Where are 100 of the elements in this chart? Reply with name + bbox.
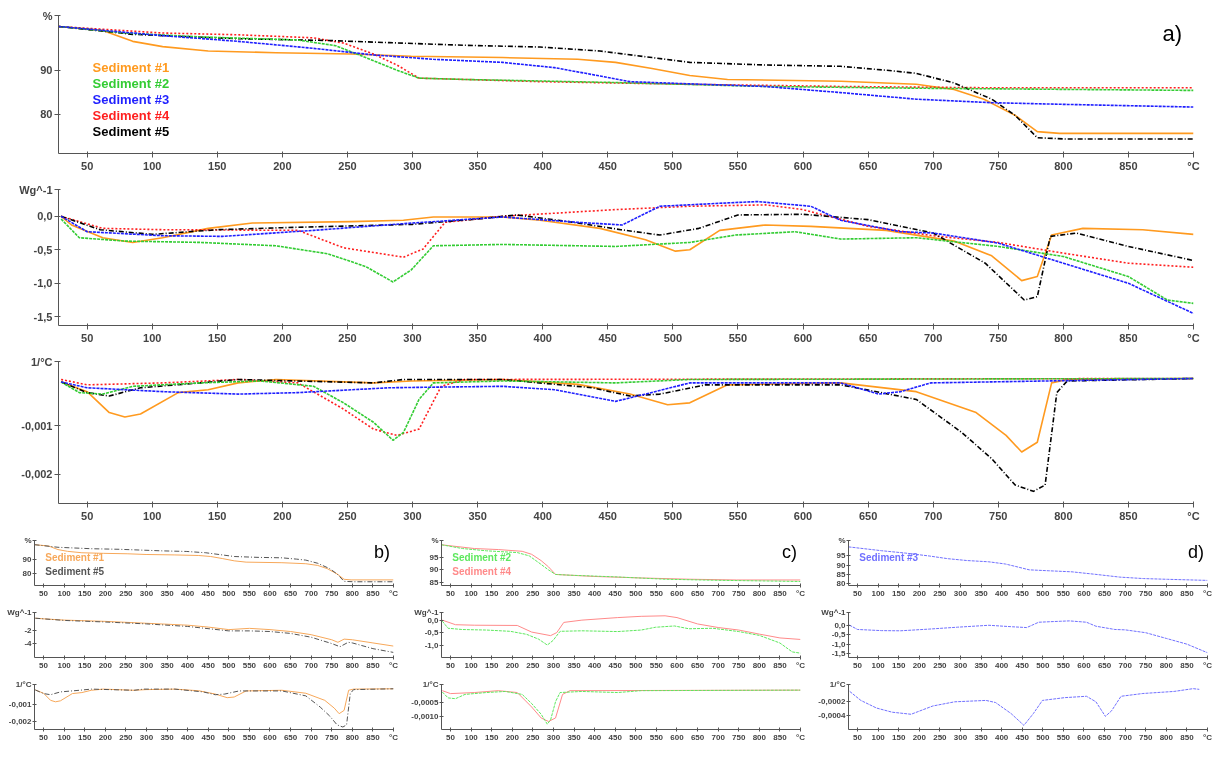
x-tick-label: 450 — [201, 588, 216, 598]
y-tick-label: -0,0004 — [818, 711, 847, 721]
x-tick-label: 150 — [208, 159, 227, 172]
x-tick-label: 150 — [892, 588, 906, 598]
x-tick-label: 850 — [1119, 159, 1138, 172]
x-tick-label: 850 — [1119, 331, 1138, 344]
x-tick-label: 150 — [485, 660, 499, 670]
x-axis-title: °C — [389, 660, 399, 670]
x-tick-label: 650 — [283, 588, 298, 598]
x-tick-label: 850 — [366, 660, 381, 670]
x-tick-label: 300 — [546, 732, 561, 742]
x-tick-label: 200 — [273, 509, 292, 522]
x-tick-label: 450 — [1015, 588, 1030, 598]
x-tick-label: 350 — [160, 588, 175, 598]
x-tick-label: 150 — [485, 732, 499, 742]
x-tick-label: 700 — [924, 159, 943, 172]
x-tick-label: 50 — [39, 588, 49, 598]
x-tick-label: 300 — [139, 588, 154, 598]
x-tick-label: 750 — [325, 588, 339, 598]
x-tick-label: 300 — [139, 732, 154, 742]
x-tick-label: 100 — [871, 588, 886, 598]
x-tick-label: 650 — [858, 159, 878, 172]
x-tick-label: 850 — [773, 732, 788, 742]
x-tick-label: 450 — [598, 331, 617, 344]
y-tick-label: -1,5 — [831, 649, 847, 659]
x-tick-label: 850 — [366, 732, 381, 742]
y-tick-label: -0,001 — [21, 419, 53, 432]
x-tick-label: 50 — [81, 331, 94, 344]
y-tick-label: -0,5 — [831, 630, 847, 640]
y-axis-title: Wg^-1 — [7, 608, 33, 617]
line-series — [441, 620, 801, 654]
x-axis-title: °C — [1203, 660, 1213, 670]
x-axis-title: °C — [389, 588, 399, 598]
x-tick-label: 650 — [283, 660, 298, 670]
x-tick-label: 800 — [752, 732, 767, 742]
annotation: d) — [1187, 542, 1204, 563]
x-tick-label: 100 — [57, 588, 72, 598]
series-label: Sediment #1 — [92, 60, 170, 76]
y-tick-label: 90 — [836, 560, 847, 570]
x-tick-label: 850 — [1180, 660, 1195, 670]
x-axis-title: °C — [1203, 732, 1213, 742]
x-tick-label: 350 — [974, 588, 989, 598]
x-tick-label: 200 — [273, 159, 292, 172]
x-tick-label: 100 — [871, 732, 886, 742]
x-axis-title: °C — [1203, 588, 1213, 598]
x-tick-label: 500 — [663, 331, 683, 344]
y-tick-label: 90 — [40, 64, 53, 77]
x-tick-label: 400 — [994, 660, 1009, 670]
x-tick-label: 250 — [119, 660, 134, 670]
x-tick-label: 600 — [263, 588, 278, 598]
x-tick-label: 50 — [446, 660, 456, 670]
x-tick-label: 650 — [858, 509, 878, 522]
x-tick-label: 200 — [912, 588, 927, 598]
x-tick-label: 400 — [994, 732, 1009, 742]
x-tick-label: 700 — [924, 509, 943, 522]
x-tick-label: 600 — [1077, 660, 1092, 670]
y-tick-label: 80 — [40, 108, 53, 121]
x-axis-title: °C — [1187, 159, 1200, 172]
x-tick-label: 150 — [78, 588, 92, 598]
text: Sediment #5 — [92, 124, 170, 140]
x-tick-label: 800 — [1159, 660, 1174, 670]
x-tick-label: 450 — [608, 588, 623, 598]
x-tick-label: 550 — [728, 509, 748, 522]
x-tick-label: 850 — [773, 660, 788, 670]
x-tick-label: 50 — [446, 588, 456, 598]
x-tick-label: 600 — [1077, 732, 1092, 742]
x-tick-label: 500 — [663, 509, 683, 522]
x-axis-title: °C — [1187, 509, 1200, 522]
x-tick-label: 700 — [711, 660, 726, 670]
x-tick-label: 600 — [263, 732, 278, 742]
x-tick-label: 50 — [446, 732, 456, 742]
x-tick-label: 800 — [1159, 588, 1174, 598]
line-series — [848, 620, 1208, 654]
x-tick-label: 400 — [533, 159, 552, 172]
x-tick-label: 250 — [526, 732, 541, 742]
x-tick-label: 250 — [338, 509, 357, 522]
y-tick-label: 80 — [836, 578, 847, 588]
y-axis-title: % — [42, 9, 53, 22]
x-tick-label: 500 — [222, 732, 237, 742]
series-label: Sediment #2 — [452, 552, 512, 564]
x-tick-label: 700 — [1118, 588, 1133, 598]
x-tick-label: 200 — [98, 660, 113, 670]
x-tick-label: 800 — [345, 660, 360, 670]
x-tick-label: 100 — [464, 732, 479, 742]
x-tick-label: 700 — [711, 732, 726, 742]
x-tick-label: 300 — [546, 660, 561, 670]
x-tick-label: 700 — [1118, 732, 1133, 742]
x-tick-label: 650 — [1097, 588, 1112, 598]
line-series — [58, 25, 1194, 108]
line-series — [60, 200, 1194, 315]
x-tick-label: 350 — [974, 660, 989, 670]
x-tick-label: 100 — [143, 159, 162, 172]
x-tick-label: 200 — [912, 732, 927, 742]
x-axis-title: °C — [1187, 331, 1200, 344]
x-tick-label: 700 — [711, 588, 726, 598]
x-tick-label: 500 — [222, 588, 237, 598]
y-tick-label: 0,0 — [427, 615, 440, 625]
x-tick-label: 100 — [143, 509, 162, 522]
y-tick-label: 90 — [429, 565, 440, 575]
y-axis-title: 1/°C — [422, 680, 439, 689]
